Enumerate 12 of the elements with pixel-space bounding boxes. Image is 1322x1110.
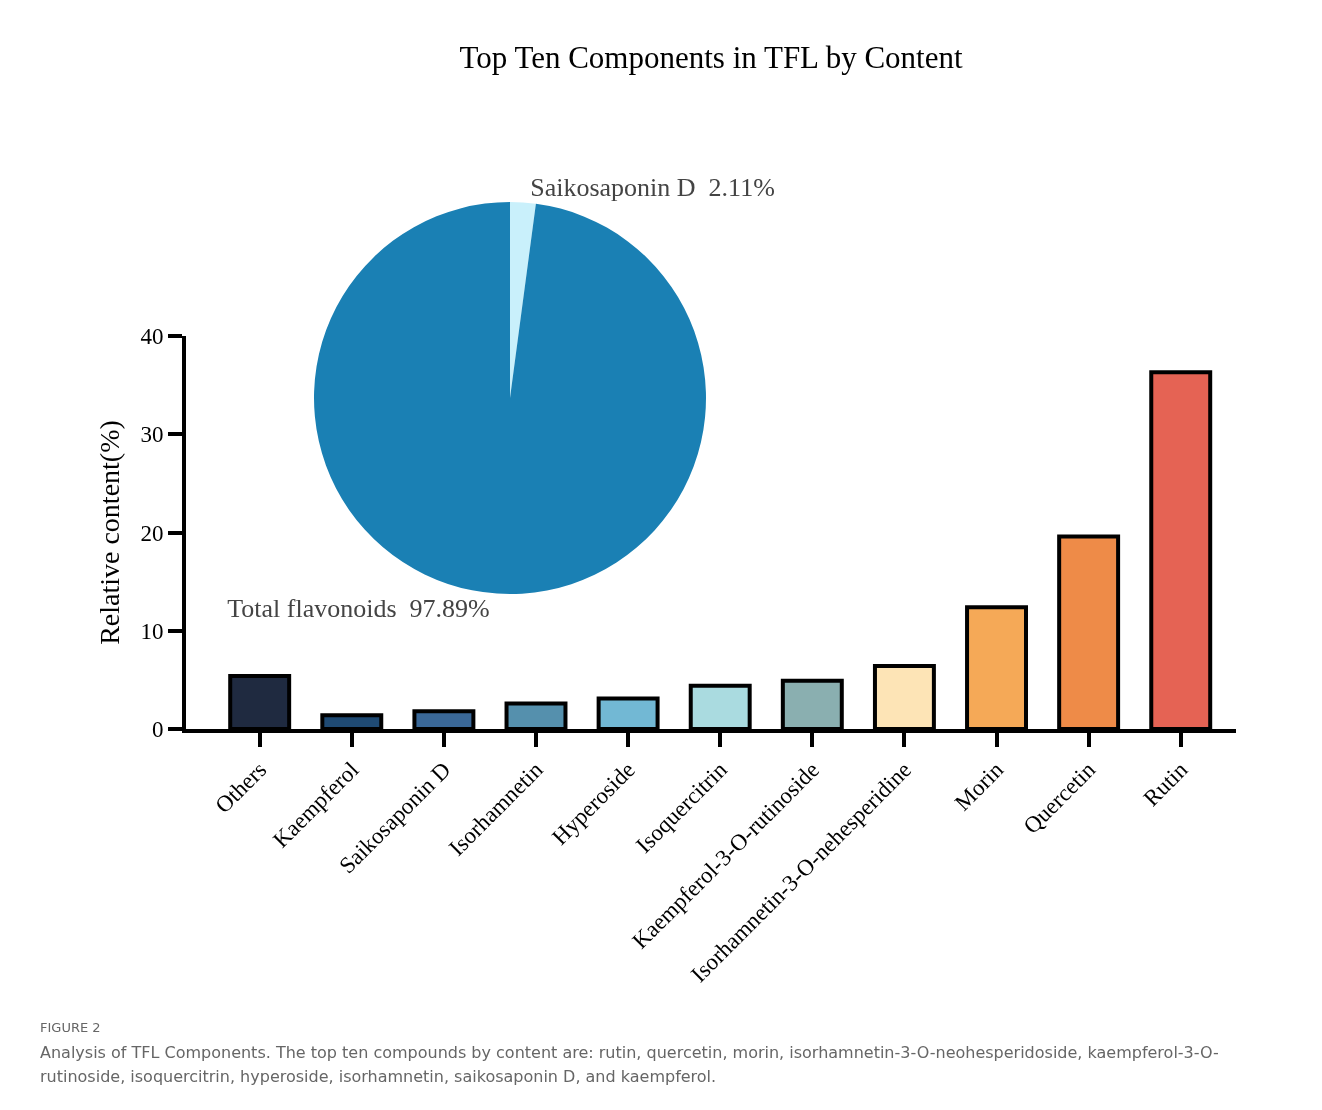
y-tick-label: 10 [140,618,164,644]
chart-title: Top Ten Components in TFL by Content [459,39,963,75]
y-tick-label: 30 [140,422,164,448]
y-tick-label: 20 [140,520,164,546]
y-axis-title: Relative content(%) [93,420,125,645]
slice-label: Saikosaponin D 2.11% [530,173,775,203]
pie-slice [314,202,706,594]
y-tick-label: 0 [151,717,164,743]
y-tick-label: 40 [140,324,164,350]
text: Analysis of TFL Components. The top ten compounds by content are: rutin, quercetin, morin, isorhamnetin-3-O-neohesperidoside, kaempferol-3-O-rutinoside, isoquercitrin, hyperoside, isorhamnetin, saikosaponin D, and kaempferol. [40,1042,1220,1088]
caption: FIGURE 2 [40,1020,102,1035]
slice-label: Total flavonoids 97.89% [227,593,490,623]
